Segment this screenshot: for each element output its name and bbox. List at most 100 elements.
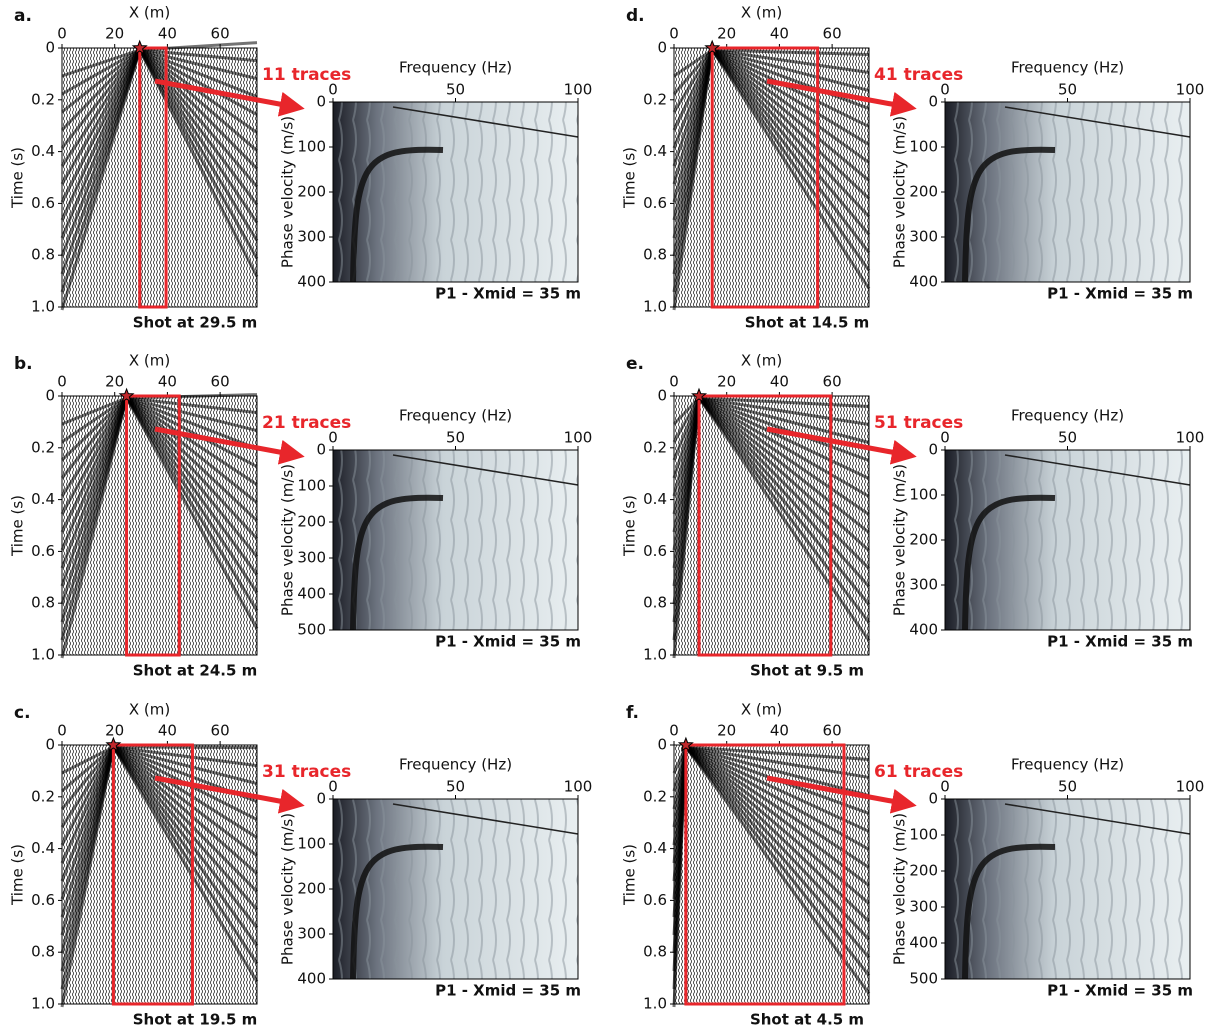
y-tick-label: 200: [297, 183, 326, 201]
y-axis-label: Time (s): [621, 147, 639, 209]
wave-event: [61, 745, 258, 775]
x-tick-label: 20: [717, 722, 736, 740]
dispersion-trend: [392, 106, 579, 138]
y-tick-label: 100: [909, 826, 938, 844]
y-tick-label: 0.6: [31, 542, 55, 560]
y-axis-label: Phase velocity (m/s): [891, 116, 909, 268]
wave-event: [60, 745, 258, 810]
shot-marker: [131, 39, 148, 55]
x-tick-label: 0: [940, 429, 950, 447]
traces-annotation: 61 traces: [874, 762, 963, 782]
x-tick-label: 0: [328, 778, 338, 796]
dispersion-texture: [945, 450, 1190, 630]
y-tick-label: 0: [657, 736, 667, 754]
y-tick-label: 300: [909, 898, 938, 916]
x-tick-label: 50: [1058, 429, 1077, 447]
dispersion-trend: [392, 803, 579, 835]
wave-event: [60, 397, 259, 659]
y-tick-label: 0: [928, 93, 938, 111]
y-tick-label: 1.0: [643, 995, 667, 1013]
y-tick-label: 300: [909, 228, 938, 246]
y-tick-label: 0.2: [643, 90, 667, 108]
y-tick-label: 0: [928, 441, 938, 459]
dispersion-caption: P1 - Xmid = 35 m: [1047, 982, 1193, 1000]
x-tick-label: 20: [105, 722, 124, 740]
y-tick-label: 100: [297, 138, 326, 156]
y-tick-label: 400: [909, 273, 938, 291]
arrow: [766, 775, 917, 814]
y-tick-label: 300: [297, 549, 326, 567]
y-tick-label: 300: [909, 576, 938, 594]
shot-marker: [677, 736, 694, 752]
dispersion-texture: [333, 102, 578, 282]
y-tick-label: 400: [909, 621, 938, 639]
arrow: [154, 78, 305, 117]
y-tick-label: 0.6: [31, 891, 55, 909]
shot-caption: Shot at 4.5 m: [750, 1011, 864, 1027]
shot-marker: [105, 736, 122, 752]
trace-window: [710, 46, 820, 309]
trace-window: [125, 394, 181, 657]
y-tick-label: 200: [909, 862, 938, 880]
panel-label: c.: [14, 703, 31, 723]
dispersion-caption: P1 - Xmid = 35 m: [1047, 285, 1193, 303]
x-axis-label: Frequency (Hz): [399, 756, 512, 774]
y-tick-label: 0.6: [31, 194, 55, 212]
wave-event: [672, 746, 871, 1008]
wave-event: [673, 48, 870, 78]
x-axis-label: Frequency (Hz): [1011, 756, 1124, 774]
y-tick-label: 0.2: [643, 438, 667, 456]
x-tick-label: 0: [669, 25, 679, 43]
x-tick-label: 20: [717, 373, 736, 391]
traces-annotation: 41 traces: [874, 65, 963, 85]
x-tick-label: 40: [158, 25, 177, 43]
y-tick-label: 100: [909, 486, 938, 504]
y-tick-label: 1.0: [643, 646, 667, 664]
y-tick-label: 200: [297, 513, 326, 531]
y-tick-label: 1.0: [31, 646, 55, 664]
y-tick-label: 300: [297, 925, 326, 943]
x-tick-label: 40: [770, 25, 789, 43]
y-tick-label: 0.8: [643, 594, 667, 612]
y-axis-label: Phase velocity (m/s): [279, 813, 297, 965]
shot-marker: [704, 39, 721, 55]
dispersion-texture: [333, 450, 578, 630]
y-tick-label: 0.4: [31, 490, 55, 508]
y-axis-label: Phase velocity (m/s): [279, 464, 297, 616]
x-axis-label: X (m): [741, 701, 782, 719]
x-axis-label: X (m): [129, 352, 170, 370]
arrow: [154, 775, 305, 814]
y-tick-label: 0: [45, 39, 55, 57]
y-tick-label: 0: [316, 93, 326, 111]
y-tick-label: 300: [297, 228, 326, 246]
y-tick-label: 0: [657, 39, 667, 57]
traces-annotation: 11 traces: [262, 65, 351, 85]
x-tick-label: 50: [446, 429, 465, 447]
y-tick-label: 100: [297, 477, 326, 495]
y-tick-label: 0.2: [31, 90, 55, 108]
x-tick-label: 60: [823, 722, 842, 740]
shot-marker: [118, 387, 135, 403]
dispersion-texture: [945, 102, 1190, 282]
y-tick-label: 1.0: [31, 995, 55, 1013]
wave-event: [672, 49, 871, 311]
panel-label: e.: [626, 354, 644, 374]
wave-event: [61, 48, 258, 96]
y-tick-label: 200: [297, 880, 326, 898]
panel-label: b.: [14, 354, 33, 374]
dispersion-ridge: [350, 146, 444, 283]
x-axis-label: X (m): [741, 352, 782, 370]
x-axis-label: X (m): [129, 701, 170, 719]
y-tick-label: 0.2: [643, 787, 667, 805]
wave-event: [60, 48, 258, 149]
traces-annotation: 21 traces: [262, 413, 351, 433]
y-tick-label: 400: [909, 934, 938, 952]
wave-event: [672, 397, 871, 659]
dispersion-caption: P1 - Xmid = 35 m: [435, 982, 581, 1000]
shot-caption: Shot at 29.5 m: [133, 314, 258, 332]
x-tick-label: 100: [1176, 778, 1205, 796]
x-axis-label: Frequency (Hz): [399, 59, 512, 77]
y-axis-label: Phase velocity (m/s): [279, 116, 297, 268]
x-tick-label: 60: [211, 25, 230, 43]
x-tick-label: 0: [57, 373, 67, 391]
